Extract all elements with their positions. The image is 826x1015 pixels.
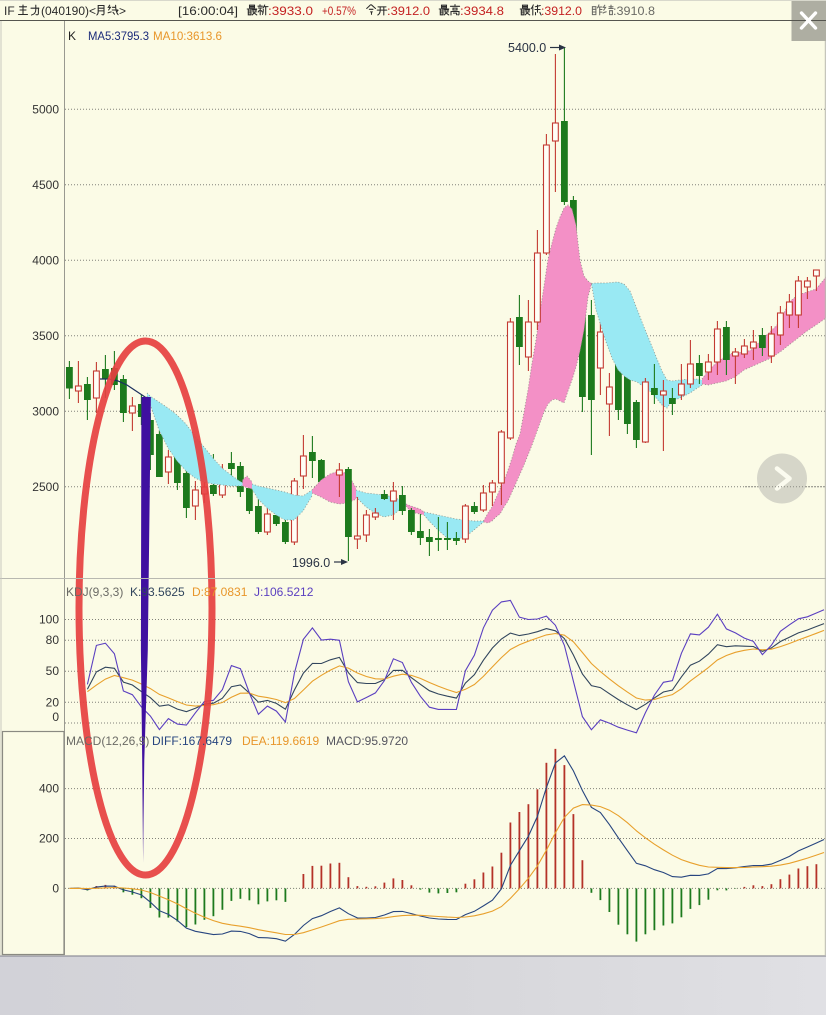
svg-text::3912.0: :3912.0 xyxy=(541,4,582,18)
svg-text:100: 100 xyxy=(39,613,59,627)
svg-text:20: 20 xyxy=(46,695,60,709)
svg-text:<: < xyxy=(89,4,96,18)
svg-text:KDJ(9,3,3): KDJ(9,3,3) xyxy=(66,585,123,599)
svg-text:MACD(12,26,9): MACD(12,26,9) xyxy=(66,734,149,748)
svg-text:(040190): (040190) xyxy=(41,4,89,18)
svg-text:>: > xyxy=(119,4,126,18)
svg-text::3910.8: :3910.8 xyxy=(613,4,655,18)
svg-text:DIFF:167.6479: DIFF:167.6479 xyxy=(152,734,232,748)
svg-text::3912.0: :3912.0 xyxy=(387,4,430,18)
svg-text:MACD:95.9720: MACD:95.9720 xyxy=(326,734,408,748)
svg-text:5400.0: 5400.0 xyxy=(508,41,546,55)
svg-text:50: 50 xyxy=(46,664,60,678)
svg-text:80: 80 xyxy=(46,633,60,647)
svg-text:3500: 3500 xyxy=(32,329,59,343)
svg-text:D:87.0831: D:87.0831 xyxy=(192,585,248,599)
svg-text:0: 0 xyxy=(52,881,59,895)
svg-text:400: 400 xyxy=(39,782,59,796)
svg-text:[16:00:04]: [16:00:04] xyxy=(178,4,238,18)
svg-text:K:93.5625: K:93.5625 xyxy=(130,585,185,599)
svg-text:MA5:3795.3: MA5:3795.3 xyxy=(88,29,149,43)
svg-text:1996.0: 1996.0 xyxy=(292,556,330,570)
svg-text:+0.57%: +0.57% xyxy=(322,4,356,18)
svg-text:J:106.5212: J:106.5212 xyxy=(254,585,314,599)
svg-text::3934.8: :3934.8 xyxy=(460,4,504,18)
svg-text::3933.0: :3933.0 xyxy=(268,4,313,18)
svg-text:0: 0 xyxy=(52,710,59,724)
svg-text:K: K xyxy=(68,29,76,43)
svg-text:200: 200 xyxy=(39,832,59,846)
svg-text:MA10:3613.6: MA10:3613.6 xyxy=(153,29,222,43)
svg-text:IF: IF xyxy=(4,4,15,18)
svg-text:4500: 4500 xyxy=(32,178,59,192)
svg-text:4000: 4000 xyxy=(32,253,59,267)
svg-text:DEA:119.6619: DEA:119.6619 xyxy=(242,734,319,748)
svg-text:5000: 5000 xyxy=(32,102,59,116)
svg-text:2500: 2500 xyxy=(32,480,59,494)
svg-text:3000: 3000 xyxy=(32,404,59,418)
